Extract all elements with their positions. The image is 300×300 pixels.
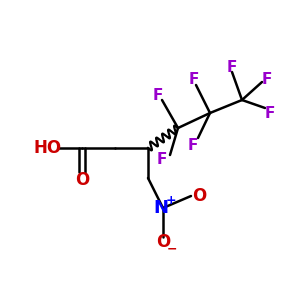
Text: −: − — [167, 242, 177, 256]
Text: F: F — [189, 73, 199, 88]
Text: F: F — [265, 106, 275, 121]
Text: O: O — [75, 171, 89, 189]
Text: O: O — [156, 233, 170, 251]
Text: F: F — [153, 88, 163, 103]
Text: F: F — [188, 137, 198, 152]
Text: HO: HO — [34, 139, 62, 157]
Text: F: F — [227, 59, 237, 74]
Text: N: N — [154, 199, 169, 217]
Text: F: F — [157, 152, 167, 166]
Text: O: O — [192, 187, 206, 205]
Text: +: + — [166, 194, 176, 206]
Text: F: F — [262, 71, 272, 86]
